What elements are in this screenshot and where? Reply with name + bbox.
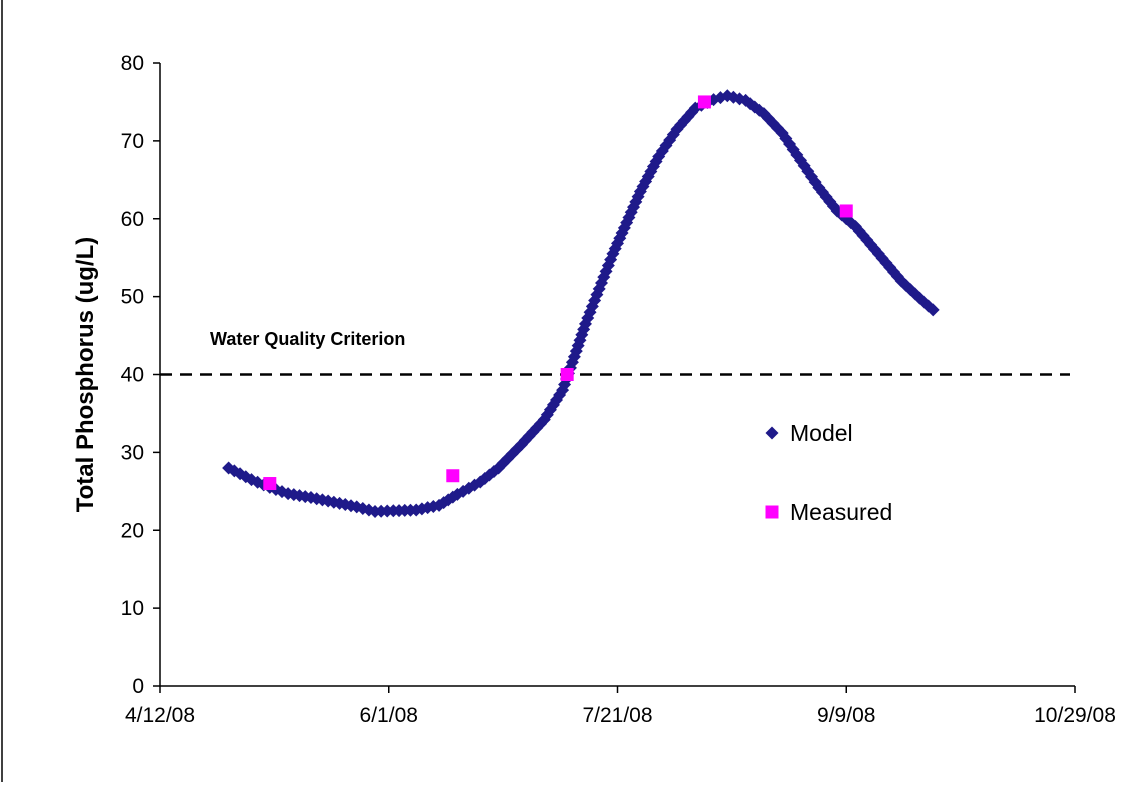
series-layer xyxy=(222,89,940,519)
reference-line-group: Water Quality Criterion xyxy=(160,329,1070,376)
legend: Model Measured xyxy=(765,420,892,525)
y-tick-label: 0 xyxy=(132,675,144,698)
model-point xyxy=(871,247,885,261)
legend-label-model: Model xyxy=(790,420,853,446)
legend-label-measured: Measured xyxy=(790,499,892,525)
model-point xyxy=(670,122,684,136)
measured-point xyxy=(697,95,711,109)
measured-point xyxy=(263,477,277,491)
measured-point xyxy=(446,469,460,483)
y-tick-label: 10 xyxy=(121,597,144,620)
x-tick-label: 10/29/08 xyxy=(1034,704,1116,727)
x-tick-label: 4/12/08 xyxy=(125,704,195,727)
y-axis-title: Total Phosphorus (ug/L) xyxy=(72,237,99,513)
y-tick-label: 30 xyxy=(121,441,144,464)
axes: 0 10 20 30 40 50 60 70 80 4/12/08 6/1/08 7/21/08 9/9… xyxy=(72,52,1116,727)
measured-point xyxy=(839,204,853,218)
y-tick-label: 50 xyxy=(121,286,144,309)
legend-measured-marker xyxy=(765,505,779,519)
water-quality-criterion-label: Water Quality Criterion xyxy=(210,329,405,349)
y-tick-label: 70 xyxy=(121,130,144,153)
y-tick-label: 20 xyxy=(121,519,144,542)
y-tick-label: 80 xyxy=(121,52,144,75)
series-model xyxy=(222,89,940,519)
measured-point xyxy=(560,368,574,381)
x-tick-label: 7/21/08 xyxy=(582,704,652,727)
y-tick-label: 40 xyxy=(121,364,144,387)
x-tick-label: 6/1/08 xyxy=(360,704,418,727)
series-measured xyxy=(263,95,853,491)
legend-model-marker xyxy=(765,426,779,440)
x-tick-label: 9/9/08 xyxy=(817,704,875,727)
model-point xyxy=(926,303,940,317)
y-tick-label: 60 xyxy=(121,208,144,231)
